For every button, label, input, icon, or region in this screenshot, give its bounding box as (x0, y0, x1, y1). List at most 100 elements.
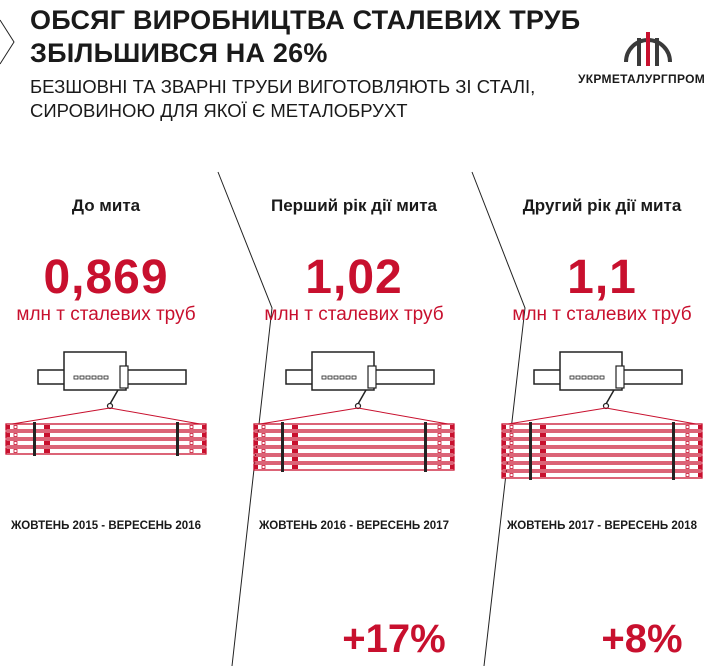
production-unit: млн т сталевих труб (16, 304, 196, 325)
pipe-end-right (698, 465, 702, 469)
production-value: 1,1 (567, 251, 637, 304)
crane-dot (103, 375, 109, 380)
pipe-end-left (502, 425, 506, 429)
pipe-end-right (698, 441, 702, 445)
crane-cable (109, 389, 119, 405)
pipe-end-right (698, 449, 702, 453)
crane-dot (587, 375, 593, 380)
pipe-end-right (202, 433, 206, 437)
pipe-band-red (540, 465, 546, 469)
crane-dot (73, 375, 79, 380)
bundle-strap (529, 422, 532, 480)
logo-text: УКРМЕТАЛУРГПРОМ (578, 72, 706, 86)
pipe-band-red (540, 473, 546, 477)
bundle-strap (281, 422, 284, 472)
pipe-ring (13, 425, 18, 429)
title-line-1: ОБСЯГ ВИРОБНИЦТВА СТАЛЕВИХ ТРУБ (30, 5, 581, 35)
crane-winch (615, 365, 625, 389)
production-unit: млн т сталевих труб (512, 304, 692, 325)
pipe-ring (509, 473, 514, 477)
pipe-ring (685, 449, 690, 453)
pipe-end-right (698, 473, 702, 477)
pipe-ring (509, 433, 514, 437)
crane-dot (333, 375, 339, 380)
pipe-ring (685, 465, 690, 469)
sling-right (357, 407, 449, 425)
crane-dot (339, 375, 345, 380)
ukrmetalurgprom-logo-icon (624, 32, 672, 66)
pipe-end-left (254, 465, 258, 469)
subtitle-line-1: БЕЗШОВНІ ТА ЗВАРНІ ТРУБИ ВИГОТОВЛЯЮТЬ ЗІ… (30, 76, 536, 97)
pipe-end-right (698, 425, 702, 429)
pipe-ring (189, 425, 194, 429)
crane-pipes-illustration (253, 351, 455, 472)
pipe-band-red (292, 457, 298, 461)
crane-hook (354, 402, 362, 410)
pipe-ring (509, 457, 514, 461)
pipe-ring (685, 433, 690, 437)
period-label: ЖОВТЕНЬ 2016 - ВЕРЕСЕНЬ 2017 (259, 520, 449, 532)
pipe-band-red (540, 425, 546, 429)
pipe-ring (685, 457, 690, 461)
pipe-end-left (502, 457, 506, 461)
subtitle-line-2: СИРОВИНОЮ ДЛЯ ЯКОЇ Є МЕТАЛОБРУХТ (30, 100, 408, 121)
page-title: ОБСЯГ ВИРОБНИЦТВА СТАЛЕВИХ ТРУБ ЗБІЛЬШИВ… (30, 4, 580, 70)
pipe-ring (509, 465, 514, 469)
pipe-end-right (450, 425, 454, 429)
pipe-end-left (502, 465, 506, 469)
crane-dot (79, 375, 85, 380)
pipe-ring (189, 449, 194, 453)
pipe-end-left (502, 441, 506, 445)
period-label: ЖОВТЕНЬ 2017 - ВЕРЕСЕНЬ 2018 (507, 520, 697, 532)
pipe-ring (437, 441, 442, 445)
pipe-end-right (450, 465, 454, 469)
pipe-ring (261, 449, 266, 453)
crane-dot (91, 375, 97, 380)
crane-dot (593, 375, 599, 380)
crane-dot (575, 375, 581, 380)
sling-right (109, 407, 201, 425)
pipe-end-right (450, 457, 454, 461)
pipe-band-red (44, 425, 50, 429)
crane-cabin (63, 351, 127, 391)
column-label: Перший рік дії мита (270, 196, 437, 215)
pipe-end-left (254, 449, 258, 453)
subtitle: БЕЗШОВНІ ТА ЗВАРНІ ТРУБИ ВИГОТОВЛЯЮТЬ ЗІ… (30, 75, 535, 123)
pipe-ring (437, 465, 442, 469)
pipe-end-left (6, 441, 10, 445)
pipe-ring (685, 425, 690, 429)
crane-dot (327, 375, 333, 380)
pipe-ring (685, 441, 690, 445)
pipe-band-red (540, 441, 546, 445)
pipe-ring (189, 433, 194, 437)
pipe-end-right (698, 457, 702, 461)
pipe-end-right (202, 441, 206, 445)
crane-dot (599, 375, 605, 380)
pipe-end-left (502, 473, 506, 477)
column-second-year: Другий рік дії мита 1,1 млн т сталевих т… (496, 0, 708, 666)
pipe-band-red (540, 457, 546, 461)
pipe-end-left (254, 457, 258, 461)
pipe-ring (261, 465, 266, 469)
pipe-end-right (450, 441, 454, 445)
production-value: 1,02 (305, 251, 403, 304)
pipe-ring (685, 473, 690, 477)
sling-left (259, 407, 359, 425)
pipe-end-left (254, 425, 258, 429)
crane-dot (345, 375, 351, 380)
bundle-strap (33, 422, 36, 456)
crane-dot (569, 375, 575, 380)
pipe-end-left (502, 449, 506, 453)
crane-dot (321, 375, 327, 380)
crane-cable (357, 389, 367, 405)
pipe-ring (13, 433, 18, 437)
bundle-strap (176, 422, 179, 456)
pipe-ring (261, 425, 266, 429)
pipe-band-red (540, 449, 546, 453)
pipe-end-left (254, 433, 258, 437)
pipe-band-red (292, 441, 298, 445)
pipe-ring (509, 425, 514, 429)
pipe-ring (13, 449, 18, 453)
column-before-duty: До мита 0,869 млн т сталевих труб ЖОВТЕН… (0, 0, 212, 666)
